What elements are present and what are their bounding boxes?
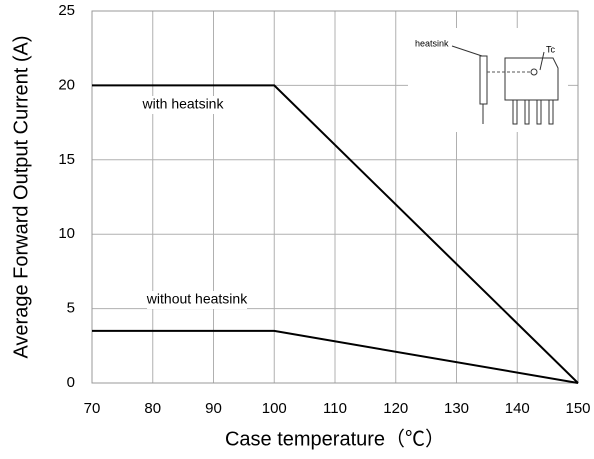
series-label-bg bbox=[133, 96, 233, 114]
series-label: with heatsink bbox=[142, 96, 225, 112]
heatsink-pointer bbox=[451, 45, 483, 57]
tc-point bbox=[530, 68, 538, 76]
plot-border bbox=[91, 10, 579, 384]
y-axis-label: Average Forward Output Current (A) bbox=[10, 35, 32, 358]
y-tick-label: 5 bbox=[67, 300, 75, 317]
x-tick-label: 100 bbox=[262, 400, 287, 417]
heatsink-shape bbox=[479, 55, 488, 105]
x-tick-label: 120 bbox=[383, 400, 408, 417]
series-line bbox=[92, 329, 579, 384]
package-pin bbox=[536, 99, 542, 125]
y-tick-label: 20 bbox=[58, 76, 75, 93]
x-tick-label: 110 bbox=[323, 400, 347, 417]
series-label: without heatsink bbox=[146, 291, 248, 307]
y-tick-label: 25 bbox=[58, 2, 75, 19]
x-tick-label: 70 bbox=[84, 400, 101, 417]
inset-diagram: heatsink Tc bbox=[408, 28, 568, 132]
series-label-bg bbox=[147, 291, 247, 309]
package-pin bbox=[524, 99, 530, 125]
x-tick-label: 140 bbox=[505, 400, 530, 417]
x-tick-label: 90 bbox=[205, 400, 222, 417]
y-tick-label: 0 bbox=[67, 374, 75, 391]
x-axis-label: Case temperature（℃） bbox=[225, 427, 445, 450]
inset-label: Tc bbox=[546, 44, 556, 54]
x-tick-label: 80 bbox=[144, 400, 161, 417]
package-pin bbox=[512, 99, 518, 125]
package-pin bbox=[548, 99, 554, 125]
x-tick-label: 150 bbox=[565, 400, 590, 417]
series-line bbox=[92, 84, 579, 384]
y-tick-label: 15 bbox=[58, 151, 75, 168]
y-tick-label: 10 bbox=[58, 225, 75, 242]
package-shape bbox=[504, 57, 559, 101]
inset-label: heatsink bbox=[415, 38, 449, 48]
x-tick-label: 130 bbox=[444, 400, 469, 417]
tc-pointer bbox=[539, 51, 545, 71]
